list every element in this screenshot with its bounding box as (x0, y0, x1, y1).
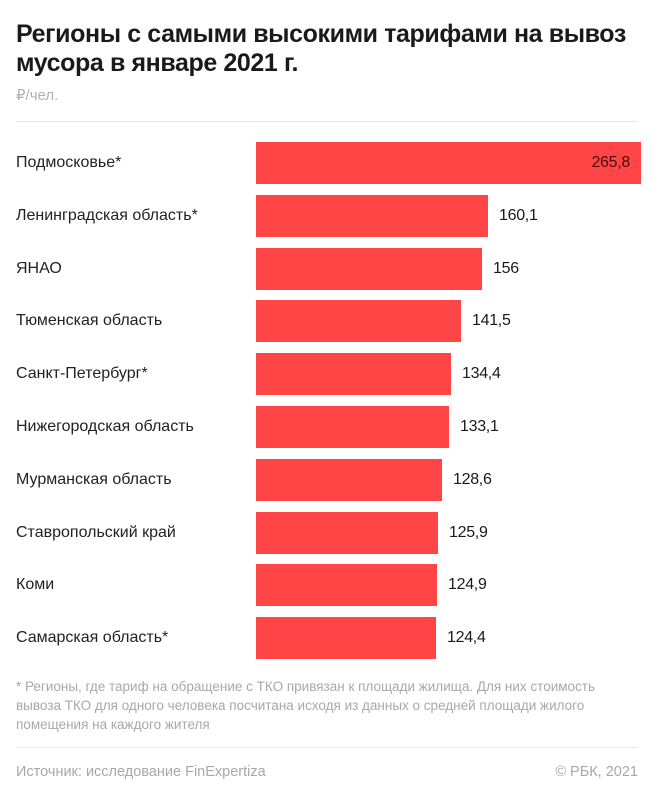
bar-label: Тюменская область (16, 312, 163, 329)
bar-label: Ставропольский край (16, 524, 176, 541)
chart-title: Регионы с самыми высокими тарифами на вы… (16, 20, 626, 77)
unit-label: ₽/чел. (16, 87, 59, 104)
bar (256, 353, 451, 395)
bar (256, 512, 438, 554)
bar-label: Ленинградская область* (16, 207, 198, 224)
bar (256, 459, 442, 501)
footnote: * Регионы, где тариф на обращение с ТКО … (16, 679, 596, 732)
bar-value: 134,4 (462, 365, 501, 382)
bar-label: ЯНАО (16, 260, 62, 277)
bar-value: 124,9 (448, 576, 487, 593)
bar-value: 141,5 (472, 312, 511, 329)
bar (256, 406, 449, 448)
bar-value: 128,6 (453, 471, 492, 488)
bar-label: Санкт-Петербург* (16, 365, 148, 382)
bar-row: Коми 124,9 (0, 564, 656, 606)
bar-label: Нижегородская область (16, 418, 194, 435)
bar-value: 160,1 (499, 207, 538, 224)
bar-row: Подмосковье* 265,8 (0, 142, 656, 184)
bar-value: 133,1 (460, 418, 499, 435)
bar-row: Ленинградская область* 160,1 (0, 195, 656, 237)
bar-value: 125,9 (449, 524, 488, 541)
bar-value: 124,4 (447, 629, 486, 646)
bar-row: ЯНАО 156 (0, 248, 656, 290)
bar-label: Самарская область* (16, 629, 169, 646)
bar (256, 142, 641, 184)
bar-row: Ставропольский край 125,9 (0, 512, 656, 554)
bar-row: Нижегородская область 133,1 (0, 406, 656, 448)
source-text: Источник: исследование FinExpertiza (16, 764, 266, 780)
bar-value: 265,8 (591, 154, 630, 171)
bar-row: Тюменская область 141,5 (0, 300, 656, 342)
bar (256, 617, 436, 659)
bar-label: Подмосковье* (16, 154, 122, 171)
copyright-text: © РБК, 2021 (555, 764, 638, 780)
bar-row: Самарская область* 124,4 (0, 617, 656, 659)
bar-label: Коми (16, 576, 55, 593)
bar-row: Мурманская область 128,6 (0, 459, 656, 501)
top-divider (16, 121, 638, 122)
bar-row: Санкт-Петербург* 134,4 (0, 353, 656, 395)
bar (256, 248, 482, 290)
bar (256, 195, 488, 237)
bar-value: 156 (493, 260, 519, 277)
bar (256, 300, 461, 342)
bar (256, 564, 437, 606)
bar-label: Мурманская область (16, 471, 172, 488)
bottom-divider (16, 747, 638, 748)
